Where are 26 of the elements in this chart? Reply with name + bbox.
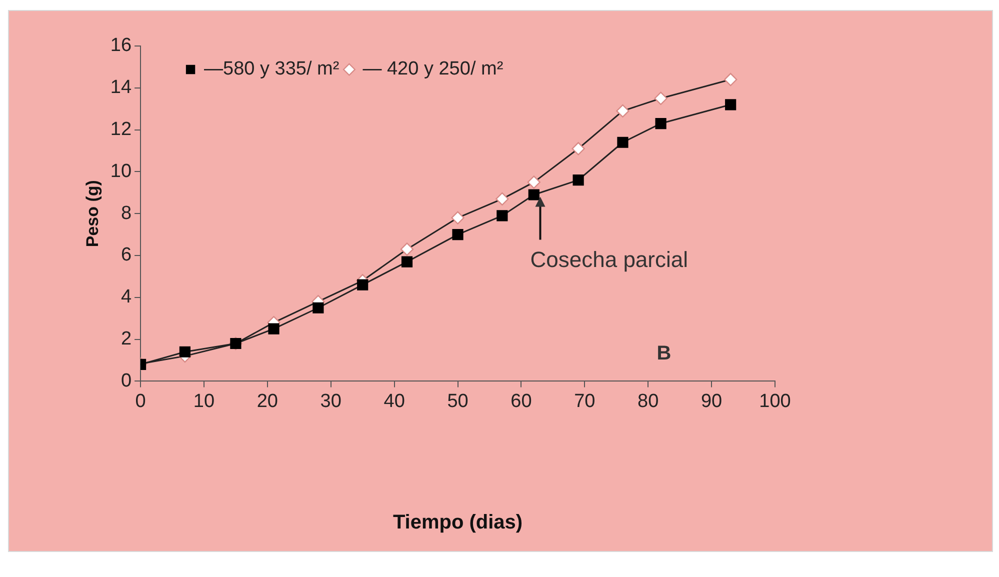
y-tick-label: 2	[120, 328, 132, 350]
x-tick-label: 80	[638, 390, 659, 412]
y-tick-label: 14	[110, 77, 132, 98]
x-tick-label: 90	[700, 390, 722, 412]
y-tick-label: 4	[120, 286, 132, 308]
x-tick-label: 70	[574, 390, 596, 412]
y-tick-label: 16	[110, 35, 132, 56]
y-tick-label: 0	[120, 370, 132, 392]
y-axis-title: Peso (g)	[82, 180, 102, 248]
y-tick-label: 12	[110, 119, 132, 140]
x-tick-label: 10	[193, 390, 215, 412]
x-tick-label: 50	[447, 390, 468, 412]
x-tick-label: 40	[384, 390, 405, 412]
legend-label: —580 y 335/ m²	[204, 58, 340, 80]
x-tick-label: 0	[135, 390, 146, 412]
annotation: B	[656, 342, 672, 364]
x-tick-label: 60	[510, 390, 532, 412]
legend-label: — 420 y 250/ m²	[362, 58, 504, 80]
y-tick-label: 8	[120, 202, 132, 224]
annotation: Cosecha parcial	[530, 246, 688, 272]
x-tick-label: 30	[320, 390, 342, 412]
y-tick-label: 6	[120, 244, 132, 266]
x-axis-title: Tiempo (dias)	[392, 512, 523, 534]
x-tick-label: 20	[256, 390, 278, 412]
y-tick-label: 10	[110, 160, 132, 182]
x-tick-label: 100	[759, 390, 791, 412]
